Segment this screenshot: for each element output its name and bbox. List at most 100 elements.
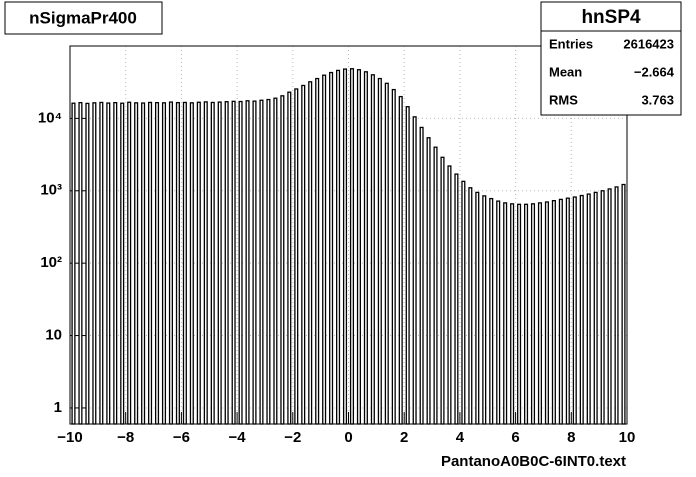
bar <box>85 102 90 425</box>
bar <box>551 200 556 425</box>
bar <box>349 68 355 425</box>
bar <box>203 101 208 425</box>
bar <box>426 137 431 425</box>
plot-frame <box>69 45 628 425</box>
y-tick-label: 10³ <box>40 182 62 199</box>
bar <box>154 101 160 425</box>
bar <box>461 180 466 425</box>
bar <box>224 101 229 425</box>
bar <box>398 95 403 425</box>
bar <box>489 197 494 425</box>
x-tick-label: 4 <box>456 429 465 446</box>
bar <box>607 188 612 425</box>
bar <box>593 191 598 425</box>
bar <box>586 193 591 425</box>
bar <box>189 102 194 425</box>
bar <box>482 195 487 425</box>
bar <box>342 68 348 425</box>
stats-title: hnSP4 <box>581 7 641 28</box>
y-tick-label: 1 <box>54 399 62 416</box>
bar <box>440 156 445 425</box>
bar <box>78 101 83 425</box>
bar <box>530 203 536 425</box>
bar <box>356 69 361 425</box>
bar <box>301 84 306 425</box>
x-tick-label: 6 <box>511 429 519 446</box>
bar <box>517 203 522 425</box>
bar <box>92 102 97 425</box>
bar <box>273 97 278 425</box>
bar <box>336 69 341 425</box>
y-tick-label: 10⁴ <box>38 109 62 126</box>
bar <box>621 183 626 425</box>
stats-label: Entries <box>549 36 593 51</box>
bar <box>231 100 236 425</box>
bar <box>238 100 243 425</box>
x-tick-label: 0 <box>344 429 352 446</box>
stats-label: Mean <box>549 64 582 79</box>
stats-value: 2616423 <box>623 36 674 51</box>
bar <box>99 101 104 425</box>
y-tick-label: 10² <box>40 254 62 271</box>
bar <box>308 81 313 425</box>
bar <box>148 101 153 425</box>
stats-label: RMS <box>549 92 578 107</box>
bar <box>572 196 577 425</box>
chart-title: nSigmaPr400 <box>29 8 137 27</box>
x-tick-label: −2 <box>284 429 301 446</box>
bar <box>524 203 529 425</box>
bar <box>280 95 285 425</box>
x-tick-label: 2 <box>400 429 408 446</box>
bar <box>266 98 271 425</box>
bar <box>558 198 563 425</box>
bar <box>454 173 459 425</box>
bar <box>71 102 76 425</box>
x-tick-label: 8 <box>567 429 575 446</box>
x-tick-label: −6 <box>173 429 190 446</box>
x-tick-label: −4 <box>229 429 247 446</box>
bar <box>391 88 396 425</box>
x-axis-title: PantanoA0B0C-6INT0.text <box>441 453 626 470</box>
bar <box>127 101 132 425</box>
x-tick-label: −10 <box>57 429 82 446</box>
bar <box>433 146 438 425</box>
bar <box>475 191 480 425</box>
bar <box>329 71 334 425</box>
bar <box>370 74 375 425</box>
bar <box>161 102 167 425</box>
bar <box>141 102 146 425</box>
stats-box <box>540 1 682 116</box>
y-tick-label: 10 <box>45 327 62 344</box>
bar <box>496 200 501 425</box>
bar <box>600 190 605 425</box>
bar <box>384 82 389 425</box>
x-tick-label: −8 <box>117 429 134 446</box>
bar <box>106 102 111 425</box>
bar <box>134 102 139 425</box>
bar <box>322 74 327 425</box>
bar <box>447 165 452 425</box>
bar <box>412 116 417 425</box>
bar <box>468 187 473 425</box>
stats-value: 3.763 <box>641 92 674 107</box>
bar <box>259 99 264 425</box>
bar <box>196 101 201 425</box>
bar <box>544 201 549 425</box>
bar <box>294 88 299 425</box>
title-box <box>4 1 163 35</box>
bar <box>120 102 125 425</box>
bar <box>113 101 118 425</box>
bar <box>565 197 570 425</box>
x-tick-label: 10 <box>619 429 636 446</box>
stats-value: −2.664 <box>634 64 675 79</box>
bar <box>175 101 180 425</box>
bar <box>363 71 368 425</box>
bar <box>510 203 515 425</box>
bar <box>217 101 222 425</box>
bar <box>579 194 584 425</box>
bar <box>405 106 410 425</box>
bar <box>252 100 257 425</box>
bar <box>245 100 250 425</box>
bar <box>503 202 508 425</box>
